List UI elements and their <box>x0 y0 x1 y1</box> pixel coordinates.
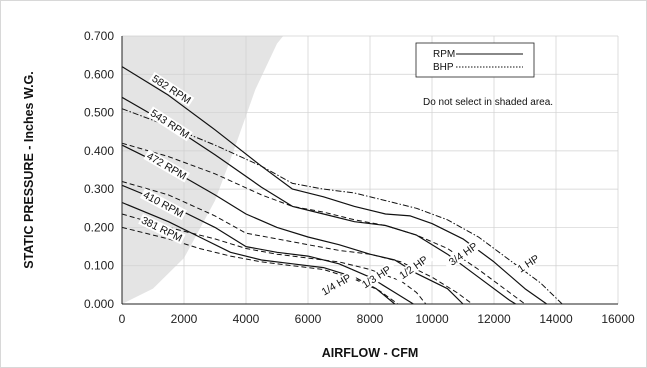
bhp-curve <box>121 213 427 305</box>
x-tick-label: 10000 <box>415 312 449 326</box>
x-tick-label: 16000 <box>601 312 635 326</box>
x-tick-label: 6000 <box>295 312 322 326</box>
y-tick-label: 0.200 <box>84 220 114 234</box>
curve-label-bg <box>138 213 186 245</box>
legend: RPM BHP Do not select in shaded area. <box>415 42 553 108</box>
shaded-area <box>122 36 284 304</box>
x-tick-label: 14000 <box>539 312 573 326</box>
y-tick-label: 0.600 <box>84 67 114 81</box>
shaded-area-layer <box>122 36 284 304</box>
bhp-curve <box>121 181 473 305</box>
y-axis-title: STATIC PRESSURE - Inches W.G. <box>22 71 36 268</box>
y-tick-label: 0.000 <box>84 297 114 311</box>
curve-label-bg <box>143 149 190 183</box>
curve-label-bg <box>139 188 187 221</box>
curve-label-bg <box>393 251 434 284</box>
y-tick-label: 0.300 <box>84 182 114 196</box>
curve-label-bg <box>148 71 195 107</box>
curve-label-bg <box>443 237 484 271</box>
x-tick-label: 4000 <box>233 312 260 326</box>
bhp-curve <box>121 108 563 305</box>
curve-label: 3/4 HP <box>447 240 480 268</box>
curve-label-group: 1 HP <box>513 251 544 277</box>
curve-label-bg <box>513 251 544 277</box>
y-tick-label: 0.500 <box>84 106 114 120</box>
legend-box <box>415 42 535 78</box>
legend-note: Do not select in shaded area. <box>423 97 553 108</box>
legend-label-rpm: RPM <box>433 49 455 60</box>
rpm-curve <box>121 66 548 305</box>
curve-label-bg <box>356 261 397 293</box>
x-tick-label: 12000 <box>477 312 511 326</box>
bhp-curve <box>121 142 526 305</box>
legend-label-bhp: BHP <box>433 62 454 73</box>
x-tick-label: 2000 <box>171 312 198 326</box>
rpm-curve <box>121 184 414 305</box>
y-tick-label: 0.700 <box>84 29 114 43</box>
x-tick-label: 0 <box>119 312 126 326</box>
x-axis-title: AIRFLOW - CFM <box>322 346 419 360</box>
curve-label-bg <box>315 269 357 300</box>
curve-label: 1/4 HP <box>320 272 354 298</box>
grid-layer <box>121 35 619 305</box>
x-tick-label: 8000 <box>357 312 384 326</box>
y-tick-label: 0.400 <box>84 144 114 158</box>
y-tick-label: 0.100 <box>84 259 114 273</box>
rpm-curve <box>121 96 517 305</box>
curve-label-group: 1/4 HP <box>315 269 357 300</box>
curve-label-bg <box>146 106 193 142</box>
rpm-curve <box>121 144 464 305</box>
axis-layer: 0 2000 4000 6000 8000 10000 12000 14000 16000 0.0… <box>84 29 635 326</box>
